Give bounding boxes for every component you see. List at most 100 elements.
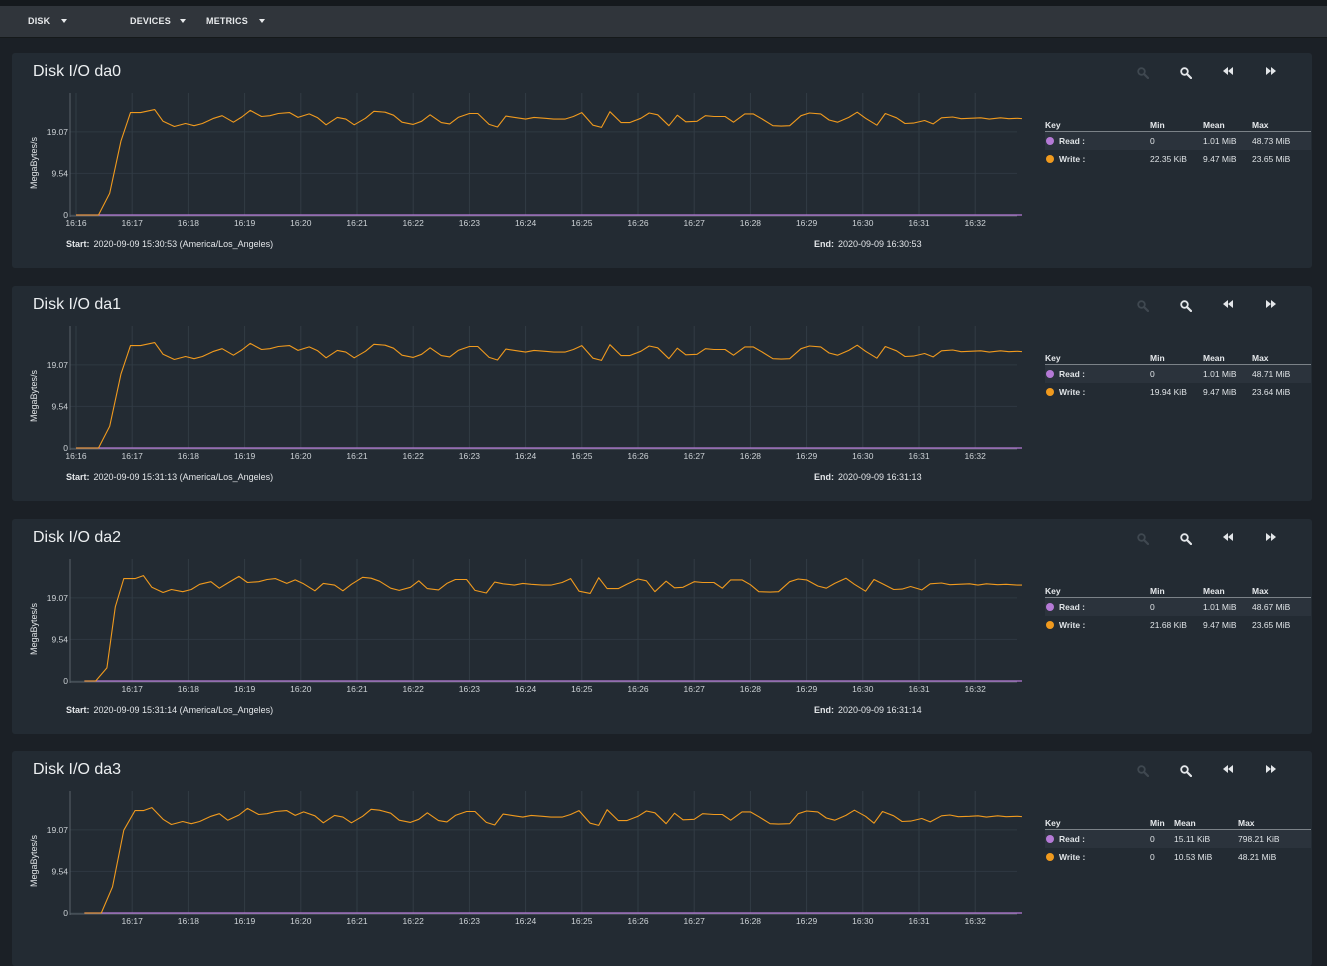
legend-mean-header: Mean	[1203, 586, 1225, 596]
step-back-icon	[1218, 65, 1240, 77]
x-tick-label: 16:24	[515, 916, 537, 926]
devices-dropdown[interactable]: DEVICES	[130, 6, 171, 37]
legend-max-value: 23.65 MiB	[1252, 154, 1291, 164]
x-tick-label: 16:26	[627, 684, 649, 694]
write-series-dot-icon	[1046, 621, 1054, 629]
step-forward-icon-button[interactable]	[1261, 298, 1283, 316]
disk-chevron-down-icon[interactable]	[61, 19, 67, 23]
legend-min-value: 0	[1150, 369, 1155, 379]
legend-min-header: Min	[1150, 586, 1165, 596]
x-tick-label: 16:32	[965, 451, 987, 461]
legend-key-header: Key	[1045, 353, 1061, 363]
io-chart[interactable]: MegaBytes/s 0 9.54 19.07 16:17 16:18 16:19 16:2…	[12, 751, 1022, 931]
step-back-icon-button[interactable]	[1218, 763, 1240, 781]
x-tick-label: 16:19	[234, 451, 256, 461]
legend-series-name: Write :	[1059, 620, 1086, 630]
x-tick-label: 16:22	[403, 218, 425, 228]
disk-dropdown[interactable]: DISK	[28, 6, 50, 37]
x-tick-label: 16:31	[908, 916, 930, 926]
y-tick-label: 9.54	[51, 168, 68, 178]
zoom-in-icon	[1175, 763, 1197, 779]
chart-legend: Key Min Mean Max Read : 0 1.01 MiB 48.71 MiB Wri…	[1045, 353, 1311, 401]
x-tick-label: 16:21	[346, 684, 368, 694]
io-chart[interactable]: MegaBytes/s 0 9.54 19.07 16:17 16:18 16:19 16:2…	[12, 519, 1022, 699]
y-axis-label: MegaBytes/s	[29, 136, 39, 189]
legend-row-read[interactable]: Read : 0 1.01 MiB 48.71 MiB	[1045, 365, 1311, 383]
y-tick-label: 19.07	[47, 825, 69, 835]
io-chart[interactable]: MegaBytes/s 0 9.54 19.07 16:16 16:17 16:18 16:1…	[12, 53, 1022, 233]
end-label: End:	[814, 705, 834, 715]
legend-min-value: 0	[1150, 834, 1155, 844]
legend-series-name: Write :	[1059, 852, 1086, 862]
zoom-in-icon-button[interactable]	[1175, 763, 1197, 781]
zoom-in-icon-button[interactable]	[1175, 298, 1197, 316]
legend-max-value: 23.64 MiB	[1252, 387, 1291, 397]
x-tick-label: 16:17	[122, 218, 144, 228]
disk-io-card: Disk I/O da0 MegaBytes/s 0 9.54 19.07 16:16 16…	[12, 53, 1312, 268]
x-tick-label: 16:20	[290, 218, 312, 228]
metrics-dropdown[interactable]: METRICS	[206, 6, 248, 37]
metrics-chevron-down-icon[interactable]	[259, 19, 265, 23]
legend-max-value: 798.21 KiB	[1238, 834, 1280, 844]
x-tick-label: 16:19	[234, 218, 256, 228]
legend-row-read[interactable]: Read : 0 1.01 MiB 48.73 MiB	[1045, 132, 1311, 150]
legend-min-value: 0	[1150, 602, 1155, 612]
legend-row-read[interactable]: Read : 0 15.11 KiB 798.21 KiB	[1045, 830, 1311, 848]
chart-legend: Key Min Mean Max Read : 0 1.01 MiB 48.67 MiB Wri…	[1045, 586, 1311, 634]
read-series-dot-icon	[1046, 370, 1054, 378]
legend-min-header: Min	[1150, 818, 1165, 828]
start-time: Start: 2020-09-09 15:31:14 (America/Los_A…	[66, 705, 273, 715]
y-tick-label: 0	[63, 908, 68, 918]
zoom-out-icon-button[interactable]	[1132, 65, 1154, 83]
disk-io-card: Disk I/O da2 MegaBytes/s 0 9.54 19.07 16:17 16…	[12, 519, 1312, 734]
x-tick-label: 16:24	[515, 684, 537, 694]
read-series-dot-icon	[1046, 137, 1054, 145]
devices-chevron-down-icon[interactable]	[180, 19, 186, 23]
start-label: Start:	[66, 472, 90, 482]
legend-row-read[interactable]: Read : 0 1.01 MiB 48.67 MiB	[1045, 598, 1311, 616]
x-tick-label: 16:31	[908, 451, 930, 461]
zoom-in-icon-button[interactable]	[1175, 65, 1197, 83]
step-forward-icon-button[interactable]	[1261, 531, 1283, 549]
x-tick-label: 16:28	[740, 684, 762, 694]
zoom-in-icon-button[interactable]	[1175, 531, 1197, 549]
zoom-out-icon-button[interactable]	[1132, 763, 1154, 781]
read-series-dot-icon	[1046, 603, 1054, 611]
step-forward-icon	[1261, 65, 1283, 77]
chart-legend: Key Min Mean Max Read : 0 15.11 KiB 798.21 KiB W…	[1045, 818, 1311, 866]
step-back-icon-button[interactable]	[1218, 65, 1240, 83]
step-back-icon	[1218, 531, 1240, 543]
step-forward-icon-button[interactable]	[1261, 763, 1283, 781]
end-label: End:	[814, 239, 834, 249]
legend-min-value: 0	[1150, 136, 1155, 146]
y-axis-label: MegaBytes/s	[29, 369, 39, 422]
x-tick-label: 16:25	[571, 218, 593, 228]
legend-max-header: Max	[1252, 120, 1269, 130]
step-back-icon-button[interactable]	[1218, 531, 1240, 549]
legend-min-header: Min	[1150, 120, 1165, 130]
legend-row-write[interactable]: Write : 21.68 KiB 9.47 MiB 23.65 MiB	[1045, 616, 1311, 634]
x-tick-label: 16:24	[515, 451, 537, 461]
x-tick-label: 16:16	[65, 218, 87, 228]
end-time: End: 2020-09-09 16:31:14	[814, 705, 922, 715]
read-series-dot-icon	[1046, 835, 1054, 843]
step-forward-icon-button[interactable]	[1261, 65, 1283, 83]
start-time: Start: 2020-09-09 15:30:53 (America/Los_A…	[66, 239, 273, 249]
zoom-out-icon-button[interactable]	[1132, 531, 1154, 549]
legend-row-write[interactable]: Write : 19.94 KiB 9.47 MiB 23.64 MiB	[1045, 383, 1311, 401]
legend-mean-header: Mean	[1174, 818, 1196, 828]
write-series-line	[76, 109, 1022, 216]
x-tick-label: 16:32	[965, 684, 987, 694]
io-chart[interactable]: MegaBytes/s 0 9.54 19.07 16:16 16:17 16:18 16:1…	[12, 286, 1022, 466]
end-value: 2020-09-09 16:31:14	[838, 705, 922, 715]
start-value: 2020-09-09 15:30:53 (America/Los_Angeles…	[93, 239, 274, 249]
zoom-out-icon-button[interactable]	[1132, 298, 1154, 316]
card-title: Disk I/O da0	[33, 63, 122, 80]
legend-row-write[interactable]: Write : 0 10.53 MiB 48.21 MiB	[1045, 848, 1311, 866]
step-forward-icon	[1261, 531, 1283, 543]
legend-max-value: 48.73 MiB	[1252, 136, 1291, 146]
legend-row-write[interactable]: Write : 22.35 KiB 9.47 MiB 23.65 MiB	[1045, 150, 1311, 168]
step-back-icon-button[interactable]	[1218, 298, 1240, 316]
legend-key-header: Key	[1045, 586, 1061, 596]
legend-max-value: 48.67 MiB	[1252, 602, 1291, 612]
